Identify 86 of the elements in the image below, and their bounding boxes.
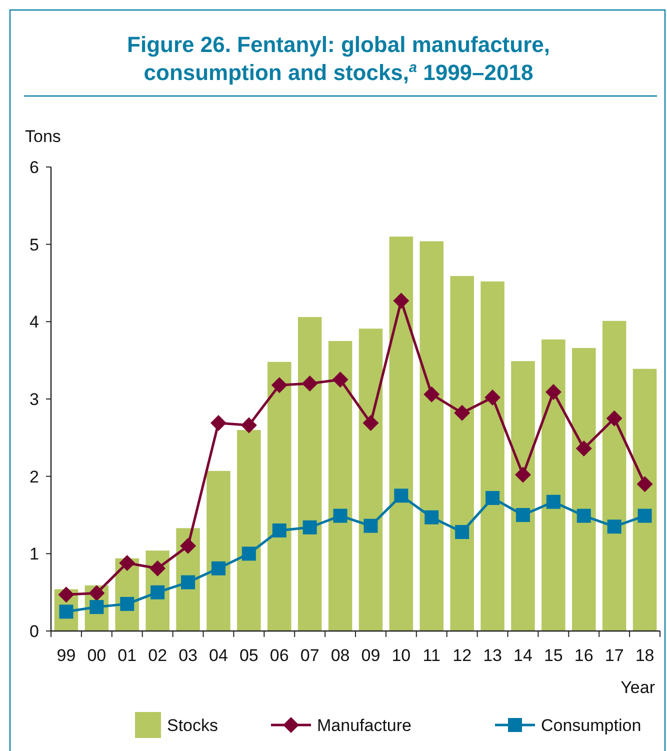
bar: [268, 362, 292, 631]
point: [606, 410, 622, 426]
point: [271, 377, 288, 394]
legend-label: Manufacture: [317, 716, 412, 735]
bar: [542, 339, 566, 631]
x-tick-label: 05: [239, 646, 258, 665]
point: [607, 520, 622, 534]
point: [424, 386, 440, 402]
y-tick-label: 5: [30, 235, 39, 254]
point: [545, 384, 562, 400]
bar: [328, 341, 352, 631]
bar: [480, 281, 504, 631]
chart-title: Figure 26. Fentanyl: global manufacture, consumption and stocks,$^{a}$ 1999–2018: [127, 32, 550, 85]
point: [546, 494, 560, 509]
point: [394, 488, 408, 503]
point: [514, 466, 531, 483]
bar: [420, 241, 444, 631]
point: [486, 490, 500, 505]
x-tick-label: 07: [300, 646, 320, 665]
x-tick-label: 02: [148, 646, 168, 665]
point: [150, 585, 165, 600]
point: [484, 389, 501, 406]
point: [181, 575, 196, 590]
point: [302, 376, 318, 392]
bar: [237, 430, 261, 631]
x-tick-label: 16: [574, 646, 594, 665]
point: [210, 414, 226, 431]
bar: [389, 236, 414, 631]
y-tick-label: 2: [30, 467, 39, 486]
point: [242, 546, 256, 561]
point: [88, 585, 105, 602]
point: [424, 510, 439, 524]
point: [150, 560, 166, 576]
bar: [602, 320, 626, 631]
point: [272, 523, 286, 538]
x-tick-label: 03: [178, 646, 198, 665]
x-tick-label: 00: [87, 646, 106, 665]
point: [636, 476, 653, 492]
point: [362, 414, 379, 431]
point: [576, 508, 591, 523]
legend-label: Consumption: [541, 716, 642, 735]
x-tick-label: 99: [56, 646, 76, 665]
bar: [632, 368, 657, 631]
point: [455, 525, 470, 540]
x-tick-label: 18: [635, 646, 654, 665]
x-tick-label: 11: [422, 646, 440, 665]
y-tick-label: 3: [30, 390, 39, 409]
bar: [572, 348, 596, 631]
y-tick-label: 0: [30, 622, 39, 641]
y-axis-title: Tons: [25, 127, 61, 146]
bar: [358, 328, 383, 631]
point: [211, 561, 226, 576]
point: [454, 404, 470, 421]
x-axis-title: Year: [620, 678, 656, 697]
y-tick-label: 6: [30, 158, 39, 177]
x-tick-label: 01: [118, 646, 137, 665]
x-tick-label: 14: [514, 646, 532, 665]
point: [333, 508, 348, 523]
bar: [511, 361, 535, 631]
legend-label: Stocks: [167, 716, 218, 735]
point: [302, 520, 317, 534]
bar: [206, 470, 230, 631]
x-tick-label: 06: [270, 646, 289, 665]
y-tick-label: 4: [30, 312, 39, 332]
point: [393, 292, 410, 309]
x-tick-label: 10: [392, 646, 411, 665]
x-tick-label: 04: [209, 646, 228, 665]
point: [119, 554, 136, 571]
point: [332, 372, 348, 388]
bar: [450, 276, 474, 631]
x-tick-label: 08: [330, 646, 350, 665]
point: [576, 440, 592, 456]
x-tick-label: 15: [544, 646, 563, 665]
point: [240, 417, 257, 434]
x-tick-label: 13: [483, 646, 502, 665]
point: [638, 508, 652, 523]
point: [58, 586, 74, 603]
x-tick-label: 17: [604, 646, 624, 665]
point: [516, 508, 530, 522]
x-tick-label: 12: [452, 646, 472, 665]
point: [364, 518, 378, 533]
point: [180, 538, 196, 554]
bar: [298, 317, 322, 631]
point: [120, 596, 134, 611]
x-tick-label: 09: [361, 646, 380, 665]
y-tick-label: 1: [30, 544, 39, 564]
